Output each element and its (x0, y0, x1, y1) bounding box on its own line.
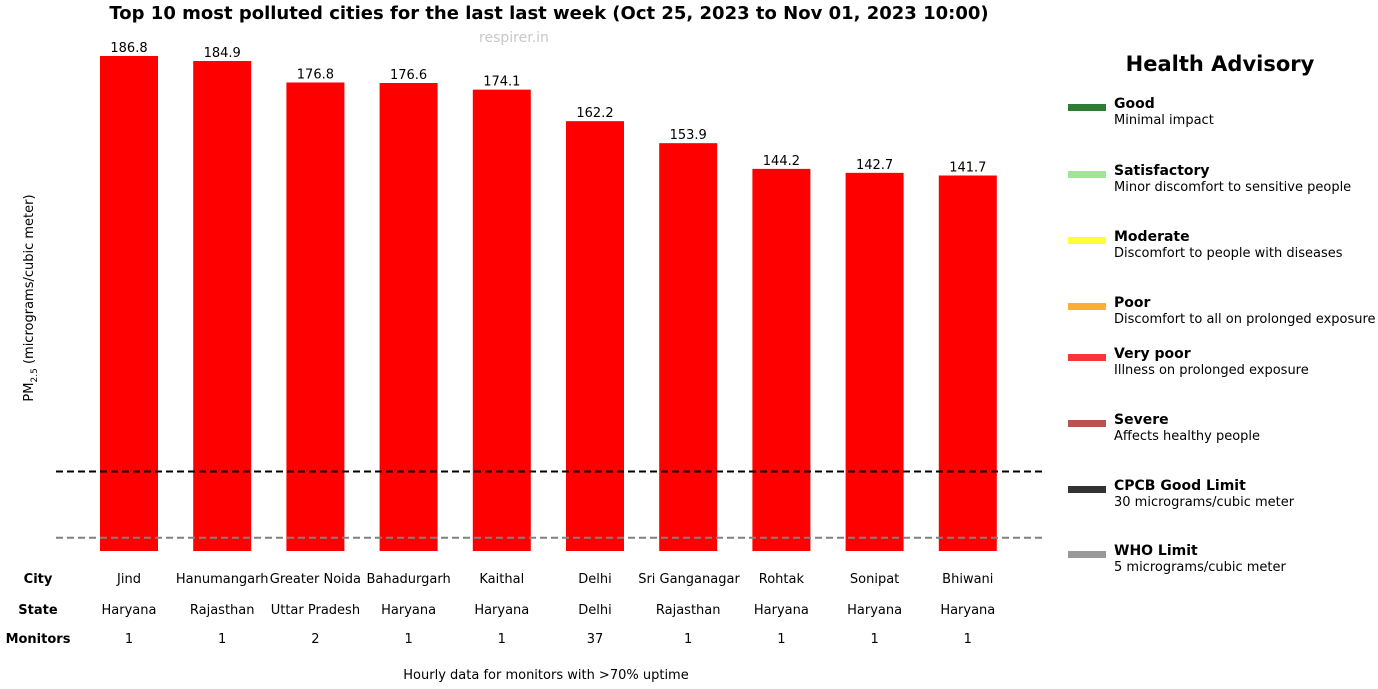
monitors-row-label: Monitors (5, 632, 71, 647)
monitors-cell: 2 (311, 632, 320, 647)
legend-description: Discomfort to people with diseases (1114, 246, 1343, 261)
legend-label: Moderate (1114, 229, 1190, 245)
bar-chart: 186.8 184.9 176.8 176.6 174.1 162.2 153.9 144.2… (56, 41, 1045, 552)
value-label: 153.9 (670, 128, 707, 143)
legend-swatch (1068, 303, 1106, 310)
city-row-label: City (23, 572, 53, 587)
monitors-cell: 1 (684, 632, 693, 647)
value-label: 186.8 (110, 41, 147, 56)
monitors-cell: 37 (586, 632, 604, 647)
state-cell: Haryana (753, 603, 809, 618)
legend-swatch (1068, 551, 1106, 558)
state-cell: Uttar Pradesh (270, 603, 361, 618)
state-cell: Haryana (847, 603, 903, 618)
watermark: respirer.in (479, 30, 549, 46)
value-label: 174.1 (483, 75, 520, 90)
legend-swatch (1068, 420, 1106, 427)
bar-bhiwani (938, 175, 997, 551)
state-cell: Rajasthan (189, 603, 255, 618)
state-row-label: State (18, 603, 58, 618)
value-label: 184.9 (204, 46, 241, 61)
legend-description: Illness on prolonged exposure (1114, 363, 1309, 378)
city-cell: Sri Ganganagar (638, 572, 740, 587)
city-cell: Sonipat (849, 572, 900, 587)
legend-swatch (1068, 486, 1106, 493)
state-cell: Rajasthan (655, 603, 721, 618)
city-cell: Jind (117, 572, 141, 587)
state-cell: Haryana (940, 603, 996, 618)
legend-label: Very poor (1114, 346, 1191, 362)
bar-hanumangarh (193, 61, 252, 551)
legend-swatch (1068, 171, 1106, 178)
legend-item-severe: Severe Affects healthy people (1068, 412, 1376, 448)
legend-item-very-poor: Very poor Illness on prolonged exposure (1068, 346, 1376, 382)
chart-title: Top 10 most polluted cities for the last… (109, 3, 989, 24)
legend-description: 5 micrograms/cubic meter (1114, 560, 1286, 575)
value-label: 162.2 (576, 106, 613, 121)
legend-label: Satisfactory (1114, 163, 1210, 179)
value-label: 176.8 (297, 67, 334, 82)
value-label: 141.7 (949, 160, 986, 175)
city-cell: Delhi (578, 572, 612, 587)
bar-sonipat (845, 172, 904, 551)
monitors-cell: 1 (124, 632, 134, 647)
value-label: 142.7 (856, 158, 893, 173)
legend-item-satisfactory: Satisfactory Minor discomfort to sensitiv… (1068, 163, 1376, 199)
legend-swatch (1068, 354, 1106, 361)
legend-label: Poor (1114, 295, 1151, 311)
state-cell: Haryana (101, 603, 157, 618)
bar-jind (100, 55, 158, 551)
city-cell: Bahadurgarh (366, 572, 451, 587)
bar-kaithal (472, 89, 531, 551)
legend-label: WHO Limit (1114, 543, 1198, 559)
bar-greater-noida (286, 82, 345, 551)
legend-item-moderate: Moderate Discomfort to people with diseas… (1068, 229, 1376, 265)
legend-description: Affects healthy people (1114, 429, 1261, 444)
legend-description: Discomfort to all on prolonged exposure (1114, 312, 1376, 327)
legend-description: 30 micrograms/cubic meter (1114, 495, 1295, 510)
state-cell: Haryana (474, 603, 530, 618)
monitors-cell: 1 (777, 632, 786, 647)
legend-item-good: Good Minimal impact (1068, 96, 1376, 132)
legend-title: Health Advisory (1125, 52, 1315, 76)
bar-rohtak (752, 168, 811, 551)
monitors-cell: 1 (497, 632, 506, 647)
state-cell: Delhi (578, 603, 612, 618)
monitors-cell: 1 (963, 632, 972, 647)
legend-swatch (1068, 104, 1106, 111)
value-label: 144.2 (763, 154, 800, 169)
legend-item-poor: Poor Discomfort to all on prolonged expos… (1068, 295, 1376, 331)
city-cell: Rohtak (758, 572, 804, 587)
city-cell: Greater Noida (269, 572, 361, 587)
footer-note: Hourly data for monitors with >70% uptim… (403, 668, 689, 683)
state-cell: Haryana (381, 603, 437, 618)
city-cell: Hanumangarh (175, 572, 269, 587)
legend-swatch (1068, 237, 1106, 244)
legend-description: Minimal impact (1114, 113, 1214, 128)
bar-sri-ganganagar (659, 143, 718, 552)
legend-label: Good (1114, 96, 1155, 112)
legend-label: Severe (1114, 412, 1169, 428)
bar-delhi (566, 121, 624, 552)
monitors-cell: 1 (218, 632, 227, 647)
legend-description: Minor discomfort to sensitive people (1114, 180, 1352, 195)
legend-item-cpcb-good-limit: CPCB Good Limit 30 micrograms/cubic meter (1068, 478, 1376, 514)
bar-bahadurgarh (379, 83, 438, 551)
city-cell: Kaithal (479, 572, 525, 587)
city-cell: Bhiwani (942, 572, 994, 587)
monitors-cell: 1 (870, 632, 879, 647)
legend-item-who-limit: WHO Limit 5 micrograms/cubic meter (1068, 543, 1376, 579)
value-label: 176.6 (390, 68, 427, 83)
monitors-cell: 1 (404, 632, 413, 647)
legend-label: CPCB Good Limit (1114, 478, 1246, 494)
